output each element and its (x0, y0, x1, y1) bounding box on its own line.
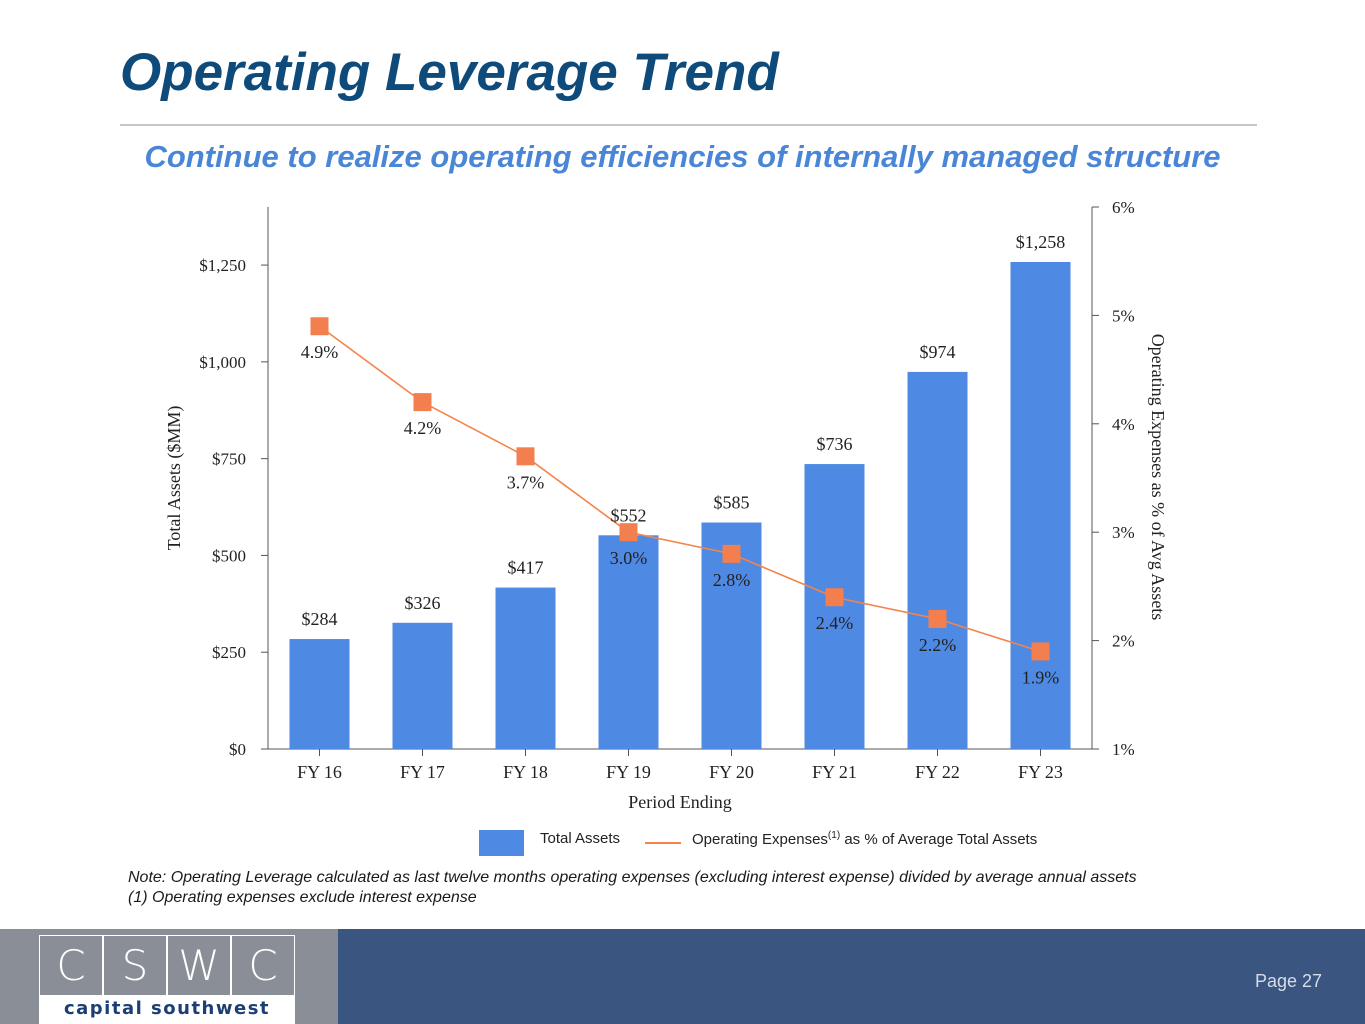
bar-data-label: $1,258 (1016, 232, 1066, 252)
y-tick-label-right: 4% (1112, 415, 1135, 434)
logo-letter: C (231, 935, 295, 996)
y-tick-label-left: $0 (229, 740, 246, 759)
y-tick-label-right: 5% (1112, 306, 1135, 325)
line-data-label: 2.4% (816, 613, 854, 633)
note-operating-leverage: Note: Operating Leverage calculated as l… (128, 869, 1137, 886)
line-data-label: 2.8% (713, 570, 751, 590)
y-tick-label-right: 6% (1112, 198, 1135, 217)
bar-data-label: $552 (611, 505, 647, 525)
line-data-label: 4.2% (404, 418, 442, 438)
page-subtitle: Continue to realize operating efficienci… (144, 139, 1221, 174)
bar-total-assets (392, 622, 453, 749)
y-tick-label-left: $1,000 (199, 353, 246, 372)
line-marker-operating-expenses (516, 447, 535, 466)
legend-swatch-total-assets (479, 830, 524, 856)
footer-bar: C S W C capital southwest Page 27 (0, 929, 1365, 1024)
bar-total-assets (598, 535, 659, 749)
y-tick-label-left: $1,250 (199, 256, 246, 275)
bar-total-assets (1010, 261, 1071, 749)
company-logo: C S W C capital southwest (39, 935, 295, 1024)
x-tick-label: FY 21 (812, 762, 857, 782)
legend-line-operating-expenses (645, 842, 681, 844)
line-marker-operating-expenses (1031, 642, 1050, 661)
title-divider (120, 124, 1257, 126)
line-data-label: 1.9% (1022, 667, 1060, 687)
logo-letter: S (103, 935, 167, 996)
legend-label-operating-expenses: Operating Expenses(1) as % of Average To… (692, 830, 1038, 848)
legend-label-total-assets: Total Assets (540, 830, 621, 847)
y-tick-label-left: $250 (212, 643, 246, 662)
logo-letter: W (167, 935, 231, 996)
operating-leverage-chart: $0 $250 $500 $750 $1,000 $1,250 1% 2% 3% 4% 5% 6% FY… (164, 198, 1168, 812)
x-tick-label: FY 17 (400, 762, 445, 782)
x-tick-label: FY 23 (1018, 762, 1063, 782)
footer-logo-panel: C S W C capital southwest (0, 929, 338, 1024)
legend-footnote-marker: (1) (827, 830, 841, 841)
line-data-label: 4.9% (301, 342, 339, 362)
x-axis-title: Period Ending (628, 792, 732, 812)
page-title: Operating Leverage Trend (120, 43, 779, 102)
line-marker-operating-expenses (413, 393, 432, 412)
bar-data-label: $974 (920, 342, 956, 362)
bar-data-label: $417 (508, 558, 544, 578)
y-tick-label-left: $500 (212, 546, 246, 565)
x-tick-label: FY 18 (503, 762, 548, 782)
x-tick-label: FY 20 (709, 762, 754, 782)
x-tick-label: FY 16 (297, 762, 342, 782)
line-marker-operating-expenses (928, 609, 947, 628)
bar-data-label: $736 (817, 434, 853, 454)
line-marker-operating-expenses (825, 588, 844, 607)
line-data-label: 2.2% (919, 635, 957, 655)
bar-total-assets (495, 587, 556, 749)
x-tick-label: FY 22 (915, 762, 960, 782)
logo-letter-row: C S W C (39, 935, 295, 996)
page-number: Page 27 (1254, 971, 1322, 991)
footer-page-panel: Page 27 (338, 929, 1365, 1024)
line-marker-operating-expenses (722, 544, 741, 563)
bar-data-label: $284 (302, 609, 338, 629)
note-footnote-1: (1) Operating expenses exclude interest … (128, 889, 477, 906)
logo-company-name: capital southwest (63, 998, 271, 1019)
bar-total-assets (289, 639, 350, 749)
line-marker-operating-expenses (310, 317, 329, 336)
x-tick-label: FY 19 (606, 762, 651, 782)
series-line-operating-expenses (319, 325, 1041, 653)
logo-letter: C (39, 935, 103, 996)
y-tick-label-right: 2% (1112, 632, 1135, 651)
bar-data-label: $326 (405, 593, 441, 613)
y-tick-label-right: 3% (1112, 523, 1135, 542)
line-data-label: 3.7% (507, 472, 545, 492)
line-marker-operating-expenses (619, 523, 638, 542)
bar-total-assets (804, 464, 865, 749)
y-tick-label-left: $750 (212, 450, 246, 469)
bar-data-label: $585 (714, 493, 750, 513)
bar-total-assets (907, 371, 968, 749)
y-axis-title-right: Operating Expenses as % of Avg Assets (1148, 334, 1168, 621)
line-data-label: 3.0% (610, 548, 648, 568)
y-tick-label-right: 1% (1112, 740, 1135, 759)
y-axis-title-left: Total Assets ($MM) (164, 406, 185, 551)
